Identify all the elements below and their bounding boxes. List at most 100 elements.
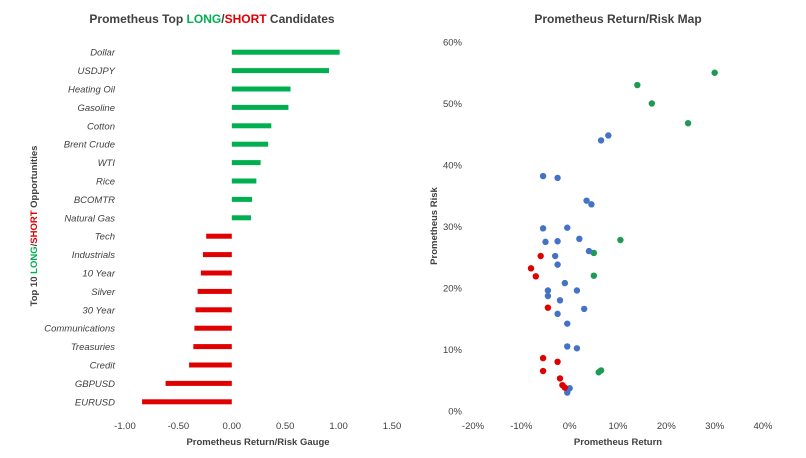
y-tick-label: 0%: [448, 407, 462, 418]
scatter-point: [573, 345, 581, 352]
scatter-point: [556, 297, 564, 304]
scatter-point: [605, 132, 612, 139]
scatter-point: [532, 273, 540, 280]
scatter-y-axis-label: Prometheus Risk: [429, 186, 440, 264]
scatter-point: [554, 261, 561, 268]
scatter-point: [580, 305, 588, 313]
category-label: Natural Gas: [64, 213, 115, 224]
scatter-point: [564, 389, 571, 396]
scatter-point: [590, 272, 598, 279]
scatter-point: [617, 236, 624, 244]
scatter-point: [564, 320, 571, 327]
bar-cotton: [231, 123, 272, 129]
scatter-point: [554, 174, 561, 182]
y-tick-label: 10%: [443, 345, 463, 356]
y-tick-label: 40%: [443, 161, 463, 172]
category-label: BCOMTR: [74, 195, 115, 206]
scatter-point: [539, 354, 547, 362]
y-tick-label: 50%: [443, 99, 463, 110]
x-tick-label: -0.50: [168, 421, 190, 432]
scatter-point: [544, 292, 552, 300]
scatter-axes: -20% -10% 0% 10% 20% 30% 40% 0% 10% 20% 30% 40% 50% 6…: [443, 38, 773, 433]
bar-chart-y-axis-label: Top 10 LONG/SHORT Opportunities: [29, 146, 40, 307]
bar-treasuries: [193, 344, 232, 350]
x-tick-label: -10%: [510, 421, 533, 432]
category-label: Rice: [96, 177, 115, 188]
category-label: Gasoline: [78, 103, 116, 114]
category-label: GBPUSD: [75, 379, 115, 390]
x-tick-label: 1.50: [383, 421, 402, 432]
category-label: EURUSD: [75, 397, 115, 408]
scatter-point: [561, 384, 569, 391]
category-label: Dollar: [90, 48, 116, 59]
category-label: Cotton: [87, 121, 115, 132]
scatter-point: [539, 367, 547, 375]
category-label: Industrials: [72, 250, 116, 261]
bar-silver: [197, 288, 232, 294]
x-tick-label: 0%: [563, 421, 577, 432]
x-tick-label: -20%: [462, 421, 485, 432]
scatter-point: [585, 247, 593, 255]
category-label: 30 Year: [82, 305, 115, 316]
category-label: Credit: [90, 361, 116, 372]
bar-gbpusd: [165, 380, 232, 386]
bar-industrials: [202, 252, 232, 258]
scatter-point: [583, 197, 590, 204]
category-label: Brent Crude: [64, 140, 115, 151]
bar-bcomtr: [231, 196, 253, 202]
scatter-series: [527, 69, 718, 396]
x-tick-label: 0.00: [223, 421, 242, 432]
x-tick-label: 20%: [657, 421, 677, 432]
scatter-point: [634, 81, 641, 89]
scatter-point: [564, 343, 571, 350]
category-label: 10 Year: [82, 269, 115, 280]
bar-communications: [194, 325, 232, 331]
x-tick-label: 1.00: [329, 421, 348, 432]
scatter-point: [588, 201, 595, 208]
bar-rice: [231, 178, 257, 184]
scatter-x-axis-label: Prometheus Return: [574, 437, 662, 448]
bar-eurusd: [142, 399, 232, 405]
bar-chart-x-axis-label: Prometheus Return/Risk Gauge: [186, 437, 329, 448]
scatter-point: [527, 265, 535, 272]
scatter-point: [537, 252, 544, 260]
category-label: USDJPY: [78, 66, 116, 77]
category-label: Heating Oil: [68, 85, 116, 96]
scatter-point: [544, 304, 552, 311]
bar-chart-title: Prometheus Top LONG/SHORT Candidates: [89, 12, 334, 26]
bar-usdjpy: [231, 68, 329, 74]
scatter-point: [597, 137, 605, 144]
bar-gasoline: [231, 104, 289, 110]
bar-heating-oil: [231, 86, 291, 92]
scatter-point: [556, 375, 564, 382]
bar-10-year: [200, 270, 232, 276]
scatter-point: [539, 172, 547, 180]
scatter-point: [564, 224, 571, 231]
bar-natural-gas: [231, 215, 252, 221]
x-tick-labels: -1.00 -0.50 0.00 0.50 1.00 1.50: [114, 421, 401, 432]
bar-credit: [189, 362, 232, 368]
scatter-point: [590, 249, 598, 257]
category-label: Communications: [44, 324, 115, 335]
title-long-word: LONG: [187, 12, 222, 26]
scatter-chart: Prometheus Return/Risk Map -20% -10% 0% 10%…: [429, 12, 773, 448]
x-tick-label: 0.50: [276, 421, 295, 432]
scatter-point: [648, 100, 656, 107]
x-tick-label: 10%: [608, 421, 628, 432]
y-tick-label: 30%: [443, 222, 463, 233]
scatter-point: [544, 287, 552, 294]
y-tick-label: 60%: [443, 38, 463, 49]
category-label: WTI: [98, 158, 116, 169]
scatter-point: [595, 369, 602, 376]
category-labels: Dollar USDJPY Heating Oil Gasoline Cotton Bre…: [44, 48, 116, 409]
bar-dollar: [231, 49, 340, 55]
category-label: Tech: [95, 232, 115, 243]
scatter-point: [554, 238, 561, 245]
scatter-point: [539, 225, 547, 232]
bar-30-year: [195, 307, 232, 313]
scatter-point: [576, 235, 583, 242]
scatter-point: [554, 310, 561, 318]
bar-wti: [231, 160, 261, 166]
scatter-point: [551, 252, 559, 260]
category-label: Treasuries: [71, 342, 115, 353]
